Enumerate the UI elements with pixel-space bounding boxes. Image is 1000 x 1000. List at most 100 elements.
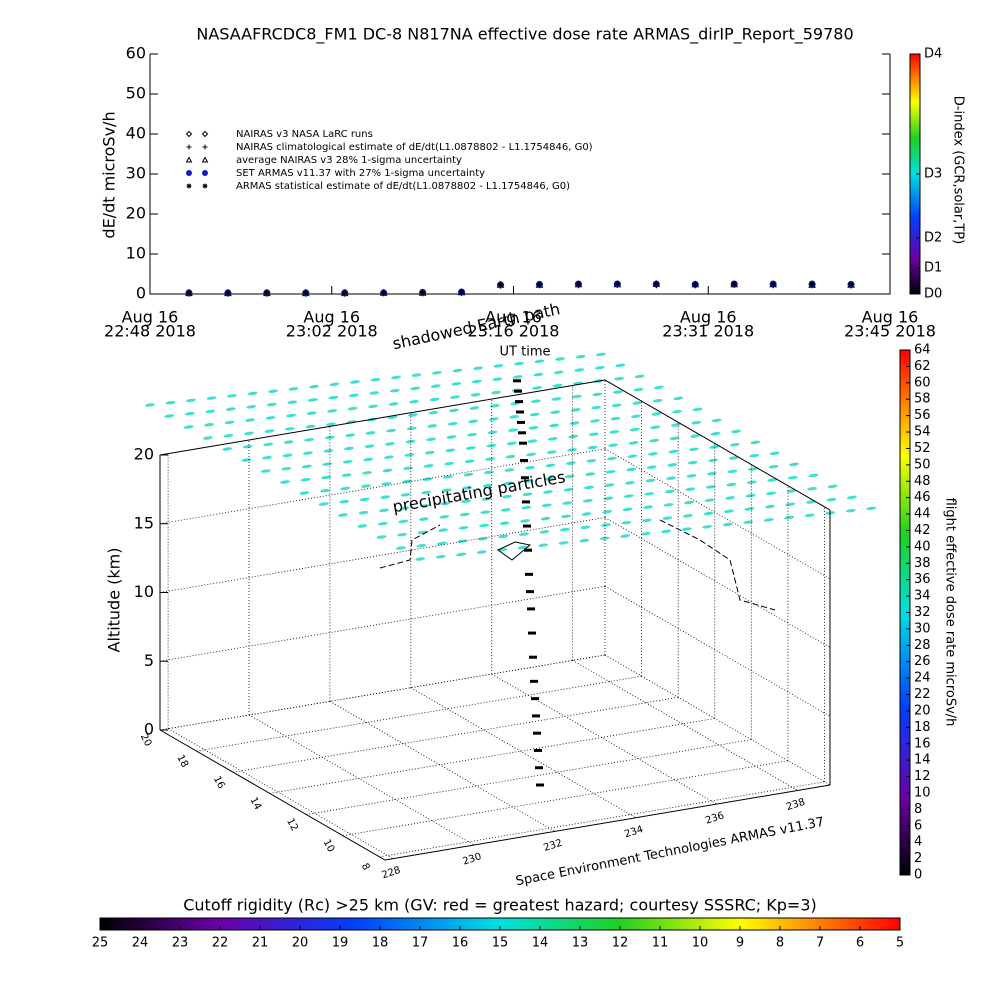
particle-dash: [691, 420, 702, 425]
colorbar-tick-label: 36: [914, 572, 931, 587]
particle-dash: [448, 408, 459, 413]
colorbar-tick-label: 60: [914, 375, 931, 390]
particle-dash: [477, 537, 488, 541]
data-point: [809, 281, 816, 287]
track-point: [536, 783, 544, 787]
particle-dash: [866, 506, 877, 511]
particle-dash: [645, 478, 656, 483]
particle-dash: [702, 525, 713, 529]
particle-dash: [481, 497, 492, 501]
particle-dash: [767, 478, 778, 482]
particle-dash: [438, 528, 449, 532]
grid-line: [329, 426, 556, 832]
particle-dash: [284, 427, 295, 431]
particle-dash: [729, 442, 740, 447]
grid-line: [196, 401, 642, 752]
particle-dash: [281, 466, 292, 471]
particle-dash: [609, 430, 620, 434]
particle-dash: [664, 489, 675, 494]
r-tick-label: 18: [174, 753, 190, 769]
particle-dash: [404, 453, 415, 457]
particle-dash: [640, 531, 651, 536]
particle-dash: [682, 514, 693, 518]
data-point: [302, 289, 309, 296]
particle-dash: [509, 415, 520, 419]
particle-dash: [584, 485, 594, 490]
particle-dash: [581, 512, 592, 516]
particle-dash: [301, 464, 312, 469]
colorbar-tick-label: 4: [914, 835, 922, 850]
track-point: [530, 679, 538, 683]
particle-dash: [348, 393, 359, 398]
particle-dash: [324, 435, 335, 440]
particle-dash: [565, 461, 576, 465]
particle-dash: [614, 376, 625, 381]
particle-dash: [551, 397, 562, 401]
x-tick-label: Aug 16: [485, 308, 542, 327]
particle-dash: [300, 477, 311, 482]
particle-dash: [225, 407, 236, 411]
particle-dash: [492, 377, 503, 381]
track-point: [532, 714, 540, 718]
particle-dash: [517, 545, 528, 550]
particle-dash: [424, 450, 435, 455]
r-tick-label: 12: [284, 817, 300, 833]
particle-dash: [377, 521, 388, 526]
particle-dash: [524, 465, 535, 470]
particle-dash: [629, 427, 640, 432]
track-point: [520, 458, 528, 462]
particle-dash: [673, 396, 684, 401]
particle-dash: [506, 441, 517, 446]
particle-dash: [383, 455, 394, 459]
colorbar-tick-label: 14: [914, 753, 931, 768]
grid-line: [410, 412, 637, 819]
particle-dash: [669, 436, 680, 441]
particle-dash: [596, 352, 606, 357]
particle-dash: [286, 413, 297, 418]
colorbar-tick-label: D3: [924, 167, 942, 182]
particle-dash: [622, 507, 633, 512]
particle-dash: [487, 430, 498, 435]
particle-dash: [263, 442, 274, 447]
particle-dash: [608, 443, 619, 447]
grid-line: [379, 506, 825, 858]
particle-dash: [457, 539, 468, 543]
grid-line: [269, 443, 716, 794]
particle-dash: [485, 457, 496, 461]
r-tick-label: 10: [321, 838, 337, 854]
legend-marker: [201, 170, 209, 176]
particle-dash: [526, 452, 537, 457]
track-point: [534, 748, 542, 752]
legend-label: ARMAS statistical estimate of dE/dt(L1.0…: [236, 181, 570, 192]
legend-marker: [201, 156, 209, 163]
particle-dash: [722, 522, 733, 527]
particle-dash: [703, 511, 714, 516]
particle-dash: [564, 474, 575, 479]
particle-dash: [600, 523, 611, 527]
particle-dash: [376, 535, 387, 539]
legend-marker: [202, 144, 208, 150]
colorbar-tick-label: 2: [914, 851, 922, 866]
particle-dash: [523, 479, 534, 483]
particle-dash: [444, 461, 455, 466]
particle-dash: [784, 515, 795, 520]
x-axis-label: UT time: [500, 345, 551, 360]
particle-dash: [389, 388, 400, 393]
particle-dash: [623, 494, 634, 498]
particle-dash: [467, 432, 477, 437]
particle-dash: [731, 429, 742, 434]
particle-dash: [321, 475, 332, 480]
particle-dash: [323, 449, 334, 453]
particle-dash: [575, 354, 586, 359]
particle-dash: [653, 385, 664, 390]
particle-dash: [307, 398, 318, 402]
particle-dash: [305, 424, 316, 429]
particle-dash: [545, 463, 556, 468]
particle-dash: [451, 382, 462, 386]
particle-dash: [562, 501, 573, 505]
particle-dash: [358, 510, 369, 515]
particle-dash: [328, 395, 339, 400]
y-axis-label: dE/dt microSv/h: [100, 111, 119, 238]
particle-dash: [303, 451, 313, 455]
particle-dash: [463, 472, 474, 477]
